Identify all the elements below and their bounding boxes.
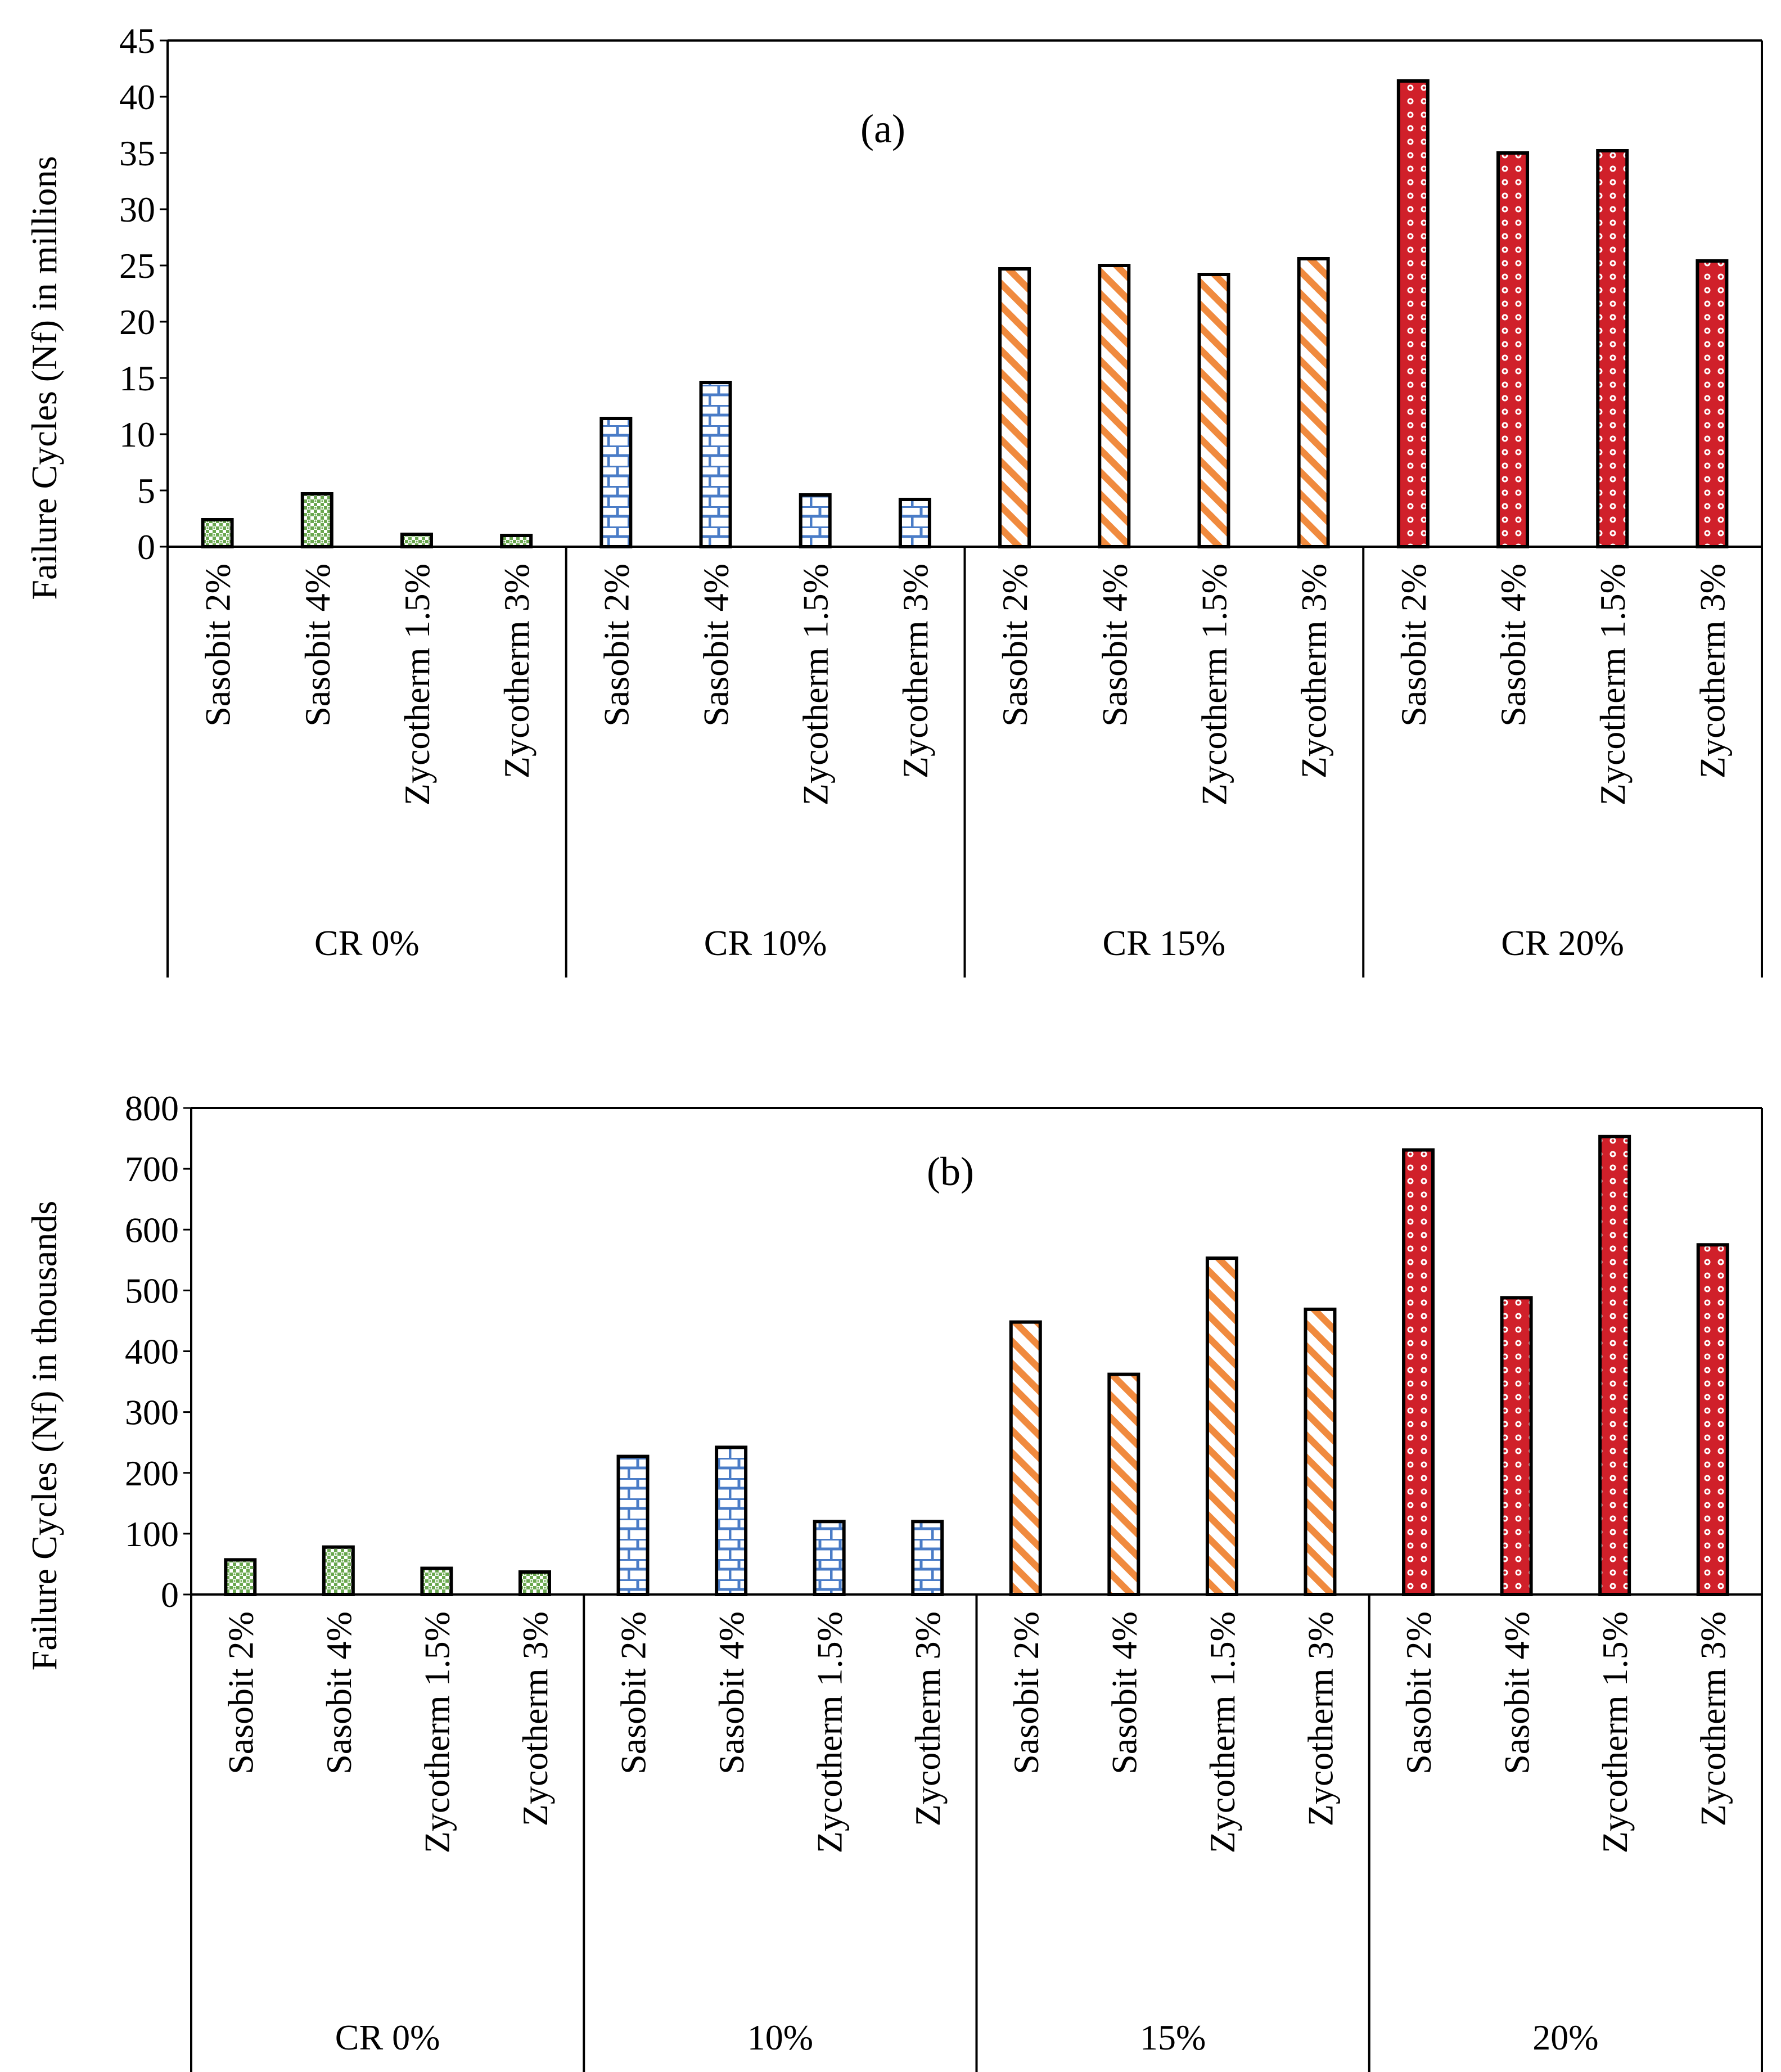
category-label: Zycotherm 1.5% (796, 564, 836, 805)
panel-b: 0 100 200 300 400 500 600 700 800 Failure Cycles … (24, 1088, 1763, 2072)
y-tick-label: 700 (125, 1149, 179, 1189)
category-label: Sasobit 2% (995, 564, 1035, 727)
bar (616, 1454, 650, 1596)
panel-label: (b) (927, 1149, 974, 1194)
y-tick-label: 40 (119, 77, 155, 117)
bar (1596, 149, 1629, 548)
category-label: Zycotherm 1.5% (1595, 1611, 1635, 1853)
category-label: Sasobit 2% (596, 564, 636, 727)
bar (420, 1566, 453, 1597)
bar (300, 492, 333, 548)
category-label: Zycotherm 3% (1693, 1611, 1733, 1826)
category-label: Zycotherm 3% (1692, 564, 1732, 778)
category-label: Sasobit 2% (220, 1611, 260, 1774)
category-label: Zycotherm 3% (895, 564, 935, 778)
category-label: Zycotherm 1.5% (810, 1611, 850, 1853)
y-tick-label: 20 (119, 302, 155, 342)
category-label: Sasobit 2% (1006, 1611, 1046, 1774)
group-label: 20% (1532, 2017, 1598, 2057)
bar (998, 267, 1031, 548)
y-tick-label: 400 (125, 1332, 179, 1372)
y-tick-label: 25 (119, 246, 155, 286)
y-tick-label: 0 (137, 527, 155, 567)
category-label: Sasobit 4% (1493, 564, 1533, 727)
category-label: Zycotherm 3% (497, 564, 536, 778)
category-label: Zycotherm 3% (908, 1611, 948, 1826)
bar (1107, 1372, 1140, 1596)
y-tick-label: 5 (137, 471, 155, 511)
category-label: Sasobit 4% (1104, 1611, 1144, 1774)
category-label: Sasobit 4% (1094, 564, 1134, 727)
group-label: 15% (1140, 2017, 1206, 2057)
category-label: Sasobit 4% (696, 564, 736, 727)
category-label: Sasobit 2% (614, 1611, 653, 1774)
bar (1598, 1134, 1631, 1596)
y-tick-label: 10 (119, 415, 155, 454)
y-tick-label: 30 (119, 190, 155, 229)
y-tick-label: 600 (125, 1210, 179, 1250)
y-tick-label: 200 (125, 1453, 179, 1493)
y-tick-label: 800 (125, 1088, 179, 1128)
category-label: Zycotherm 1.5% (397, 564, 437, 805)
y-tick-label: 300 (125, 1393, 179, 1433)
bar (224, 1558, 257, 1596)
bar (500, 534, 533, 548)
category-label: Sasobit 4% (297, 564, 337, 727)
category-label: Zycotherm 3% (1294, 564, 1334, 778)
bar (799, 493, 832, 548)
category-label: Zycotherm 1.5% (417, 1611, 457, 1853)
panel-a: 0 5 10 15 20 25 30 35 40 45 Failure Cycles (Nf) in… (24, 21, 1763, 978)
y-axis-title: Failure Cycles (Nf) in millions (24, 156, 64, 600)
y-tick-label: 100 (125, 1514, 179, 1554)
category-label: Sasobit 2% (1394, 564, 1433, 727)
bar (1696, 259, 1729, 548)
bar (599, 417, 633, 548)
bar (1205, 1256, 1238, 1597)
category-label: Sasobit 2% (198, 564, 238, 727)
y-tick-label: 15 (119, 358, 155, 398)
bar (1696, 1243, 1729, 1596)
y-tick-label: 35 (119, 133, 155, 173)
bar (898, 498, 931, 548)
y-axis-title: Failure Cycles (Nf) in thousands (24, 1201, 64, 1670)
bar (1402, 1148, 1435, 1596)
bar (1500, 1296, 1533, 1597)
category-label: Sasobit 4% (319, 1611, 359, 1774)
bar (813, 1520, 846, 1596)
category-label: Zycotherm 1.5% (1194, 564, 1234, 805)
y-tick-label: 45 (119, 21, 155, 61)
y-tick-label: 0 (161, 1575, 179, 1615)
bar (699, 381, 732, 548)
bar (1304, 1307, 1337, 1597)
bar (322, 1545, 355, 1597)
bar (911, 1520, 944, 1596)
category-label: Zycotherm 3% (1300, 1611, 1340, 1826)
category-label: Zycotherm 1.5% (1593, 564, 1633, 805)
group-label: CR 20% (1501, 923, 1624, 963)
group-label: CR 15% (1103, 923, 1226, 963)
bar (201, 518, 234, 548)
category-label: Sasobit 2% (1399, 1611, 1439, 1774)
bar (1009, 1320, 1042, 1597)
bar (1496, 151, 1530, 548)
category-label: Zycotherm 1.5% (1202, 1611, 1242, 1853)
bar (1197, 273, 1230, 548)
y-tick-label: 500 (125, 1271, 179, 1310)
group-label: 10% (747, 2017, 813, 2057)
bar (715, 1445, 748, 1596)
category-label: Sasobit 4% (1497, 1611, 1537, 1774)
group-label: CR 0% (314, 923, 420, 963)
bar (400, 533, 433, 548)
bar (1098, 264, 1131, 548)
group-label: CR 0% (335, 2017, 440, 2057)
panel-label: (a) (860, 106, 905, 151)
category-label: Zycotherm 3% (515, 1611, 555, 1826)
bar (1396, 79, 1430, 548)
bar (1297, 257, 1330, 548)
category-label: Sasobit 4% (711, 1611, 751, 1774)
group-label: CR 10% (704, 923, 827, 963)
bar (518, 1570, 551, 1596)
